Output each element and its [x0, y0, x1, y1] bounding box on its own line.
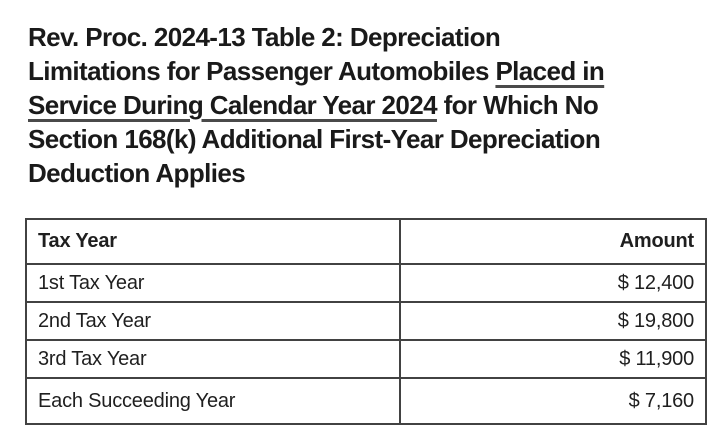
amount-cell: $ 7,160	[399, 377, 707, 425]
title-line-2: Limitations for Passenger Automobiles Pl…	[28, 54, 605, 88]
title-line-5: Deduction Applies	[28, 156, 604, 190]
column-header-tax-year: Tax Year	[25, 218, 401, 265]
title-text: Section 168(k) Additional First-Year Dep…	[28, 124, 601, 154]
table-header-row: Tax Year Amount	[25, 218, 707, 265]
document-title: Rev. Proc. 2024-13 Table 2: Depreciation…	[28, 20, 605, 190]
title-text: Rev. Proc. 2024-13 Table 2: Depreciation	[28, 22, 501, 52]
amount-cell: $ 11,900	[399, 339, 707, 379]
depreciation-table: Tax Year Amount 1st Tax Year $ 12,400 2n…	[25, 218, 707, 425]
tax-year-cell: 1st Tax Year	[25, 263, 401, 303]
title-underlined-text: Placed in	[495, 56, 605, 86]
title-text: Limitations for Passenger Automobiles	[28, 56, 496, 86]
table-row: 2nd Tax Year $ 19,800	[25, 301, 707, 341]
title-text: Deduction Applies	[28, 158, 246, 188]
tax-year-cell: 3rd Tax Year	[25, 339, 401, 379]
tax-year-cell: Each Succeeding Year	[25, 377, 401, 425]
title-line-3: Service During Calendar Year 2024 for Wh…	[28, 88, 604, 122]
table-row: 3rd Tax Year $ 11,900	[25, 339, 707, 379]
title-line-1: Rev. Proc. 2024-13 Table 2: Depreciation	[28, 20, 604, 54]
column-header-amount: Amount	[399, 218, 707, 265]
amount-cell: $ 12,400	[399, 263, 707, 303]
title-text: for Which No	[436, 90, 599, 120]
title-line-4: Section 168(k) Additional First-Year Dep…	[28, 122, 604, 156]
amount-cell: $ 19,800	[399, 301, 707, 341]
tax-year-cell: 2nd Tax Year	[25, 301, 401, 341]
table-row: Each Succeeding Year $ 7,160	[25, 377, 707, 425]
table-row: 1st Tax Year $ 12,400	[25, 263, 707, 303]
title-underlined-text: Service During Calendar Year 2024	[28, 90, 438, 120]
